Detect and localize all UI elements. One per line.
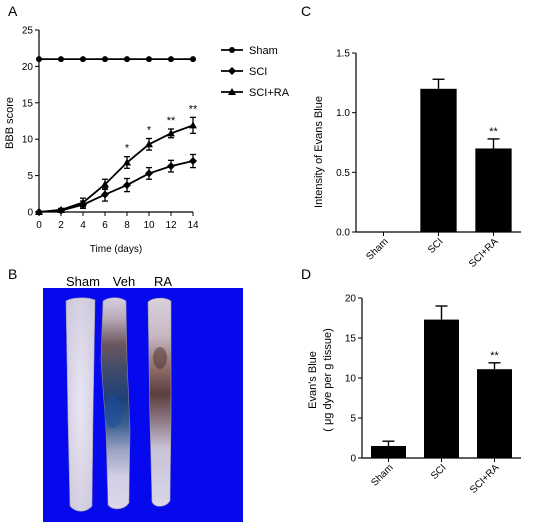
data-point-sci-ra [145,140,153,148]
chart-c-xtick-label-sci-ra: SCI+RA [467,236,501,270]
significance-marker: * [147,124,152,136]
chart-a-xtick-label: 0 [36,220,42,231]
chart-a-xlabel: Time (days) [90,244,142,255]
chart-a-xtick-label: 6 [102,220,108,231]
photo-label-veh: Veh [113,274,135,289]
chart-c-bar-sci [420,88,457,232]
data-point-sci [145,169,153,178]
data-point-sci-ra [189,121,197,129]
panel-letter-b: B [8,266,17,282]
chart-c-ytick-label: 0.5 [336,168,350,179]
data-point-sci-ra [123,158,131,166]
chart-a-xtick-label: 2 [58,220,64,231]
data-point-sci-ra [35,208,43,215]
panel-letter-a: A [8,3,18,19]
chart-d: 0 5 10 15 20 Sham SCI SCI+RA ** Evan's Blue ( μg… [307,294,521,496]
cord-photo: Sham Veh RA [43,274,243,522]
legend-marker-sci [228,67,236,75]
chart-c-ytick-label: 0.0 [336,228,350,239]
legend-marker-sci-ra [228,88,236,95]
chart-c-xtick-label-sci: SCI [426,236,446,256]
chart-c-ytick-label: 1.5 [336,49,350,60]
chart-a-xtick-label: 12 [165,220,177,231]
photo-label-sham: Sham [66,274,100,289]
data-point-sci-ra [57,205,65,213]
chart-d-ytick-label: 20 [345,294,357,305]
chart-c-ytick-label: 1.0 [336,108,350,119]
chart-d-xtick-label-sci: SCI [429,462,449,482]
chart-d-bar-sci [424,319,459,458]
chart-d-ytick-label: 5 [350,414,356,425]
cord-sham [65,297,96,512]
legend-label-sci: SCI [249,66,267,78]
legend-label-sham: Sham [249,45,278,57]
veh-stain-spot [104,396,122,428]
data-point-sci-ra [167,129,175,137]
chart-d-ylabel-line2: ( μg dye per g tissue) [322,328,334,432]
significance-marker: * [125,143,130,155]
significance-marker: ** [167,115,176,127]
chart-d-xtick-label-sci-ra: SCI+RA [468,462,502,496]
data-point-sham [146,56,152,63]
legend-label-sci-ra: SCI+RA [249,87,290,99]
chart-d-significance-marker: ** [490,350,499,362]
chart-a-xtick-label: 14 [187,220,199,231]
chart-a-xtick-label: 10 [143,220,155,231]
chart-d-ylabel-line1: Evan's Blue [307,351,319,409]
chart-d-bar-sci-ra [477,369,512,458]
data-point-sci [167,162,175,171]
ra-stain-spot [153,347,167,369]
chart-a-ytick-label: 25 [22,26,34,37]
chart-c-xtick-label-sham: Sham [364,236,390,262]
chart-d-ytick-label: 15 [345,334,357,345]
data-point-sham [58,56,64,63]
chart-c: 0.0 0.5 1.0 1.5 Sham SCI SCI+RA ** Intensity of… [313,49,521,270]
chart-a-ytick-label: 20 [22,62,34,73]
legend-marker-sham [229,47,235,53]
panel-letter-c: C [301,3,311,19]
chart-a-xtick-label: 8 [124,220,130,231]
data-point-sci [101,190,109,199]
chart-c-bar-sci-ra [475,148,512,232]
chart-a-legend: Sham SCI SCI+RA [221,45,290,99]
data-point-sham [124,56,130,63]
data-point-sci [189,157,197,166]
chart-c-significance-marker: ** [489,126,498,138]
chart-d-bar-sham [371,446,406,458]
data-point-sci [123,181,131,190]
data-point-sham [168,56,174,63]
chart-d-ytick-label: 10 [345,374,357,385]
series-line-sci-ra [38,124,194,213]
cord-ra [147,297,172,507]
chart-a-ytick-label: 5 [27,171,33,182]
series-line-sci [38,160,194,213]
chart-a-xtick-label: 4 [80,220,86,231]
panel-letter-d: D [301,266,311,282]
data-point-sci-ra [79,198,87,206]
chart-a-ytick-label: 15 [22,98,34,109]
significance-marker: ** [189,103,198,115]
chart-a-ytick-label: 10 [22,135,34,146]
data-point-sham [36,56,42,63]
data-point-sci-ra [101,180,109,188]
chart-d-xtick-label-sham: Sham [369,462,395,488]
photo-label-ra: RA [154,274,172,289]
chart-d-ytick-label: 0 [350,454,356,465]
chart-c-ylabel: Intensity of Evans Blue [313,96,325,208]
data-point-sham [102,56,108,63]
chart-a-ylabel: BBB score [4,97,16,149]
data-point-sham [80,56,86,63]
data-point-sham [190,56,196,63]
chart-a-ytick-label: 0 [27,208,33,219]
